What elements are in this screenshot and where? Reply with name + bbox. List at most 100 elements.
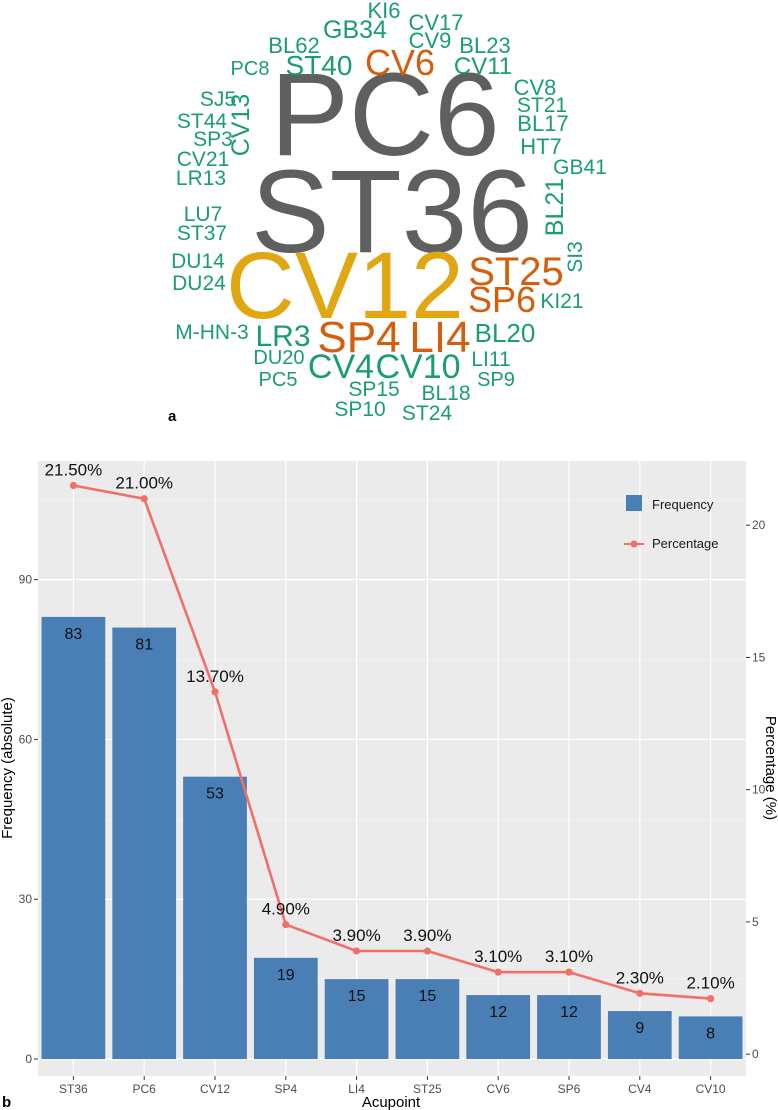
bar-value-label: 12	[560, 1004, 578, 1021]
word-bl17: BL17	[517, 111, 568, 136]
bar-sp4	[253, 957, 318, 1060]
y-tick-label: 0	[25, 1052, 32, 1066]
x-tick-label: CV10	[696, 1082, 726, 1096]
bars: 83 81 53 19 15 15 12 12 9 8	[41, 616, 743, 1060]
bar-cv12	[183, 776, 247, 1060]
percentage-line: 21.50% 21.00% 13.70% 4.90% 3.90% 3.90% 3.10% 3.…	[45, 461, 735, 1003]
bar-value-label: 12	[489, 1004, 507, 1021]
percentage-polyline	[73, 484, 711, 1000]
percentage-label: 3.90%	[403, 926, 451, 945]
x-tick-label: ST25	[413, 1082, 442, 1096]
word-cv17: CV17	[408, 10, 463, 35]
word-st44: ST44	[177, 110, 228, 133]
x-tick-label: CV4	[628, 1082, 652, 1096]
percentage-label: 3.90%	[332, 926, 380, 945]
word-st24: ST24	[402, 402, 453, 425]
word-lr3: LR3	[255, 320, 310, 353]
word-cv12: CV12	[226, 233, 464, 339]
word-cv10: CV10	[375, 348, 460, 386]
bar-cv6	[466, 995, 531, 1060]
y-tick-label: 30	[19, 892, 33, 906]
axes: 0 30 60 90 0 5 10 15 20 ST36 PC6 CV12 SP4 LI4 ST25 CV6 S…	[19, 518, 766, 1096]
percentage-label: 2.30%	[616, 968, 664, 987]
word-gb34: GB34	[323, 16, 387, 44]
word-cv11: CV11	[454, 53, 512, 80]
word-du20: DU20	[253, 347, 304, 369]
word-bl21: BL21	[541, 178, 569, 236]
percentage-label: 21.50%	[45, 461, 103, 480]
word-pc5: PC5	[259, 369, 298, 391]
word-cv9: CV9	[409, 28, 452, 53]
bar-value-label: 83	[65, 626, 83, 643]
word-ki6: KI6	[367, 0, 400, 23]
percentage-label: 3.10%	[545, 947, 593, 966]
percentage-point	[140, 495, 148, 503]
percentage-point	[69, 481, 77, 490]
word-ki21: KI21	[540, 290, 583, 313]
word-cv21: CV21	[177, 148, 230, 171]
legend-frequency-label: Frequency	[652, 497, 714, 512]
word-sj5: SJ5	[200, 88, 236, 111]
word-bl20: BL20	[475, 318, 536, 348]
frequency-percentage-chart: 83 81 53 19 15 15 12 12 9 8 21.50% 21.00% 13.70% 4.9…	[0, 461, 778, 1110]
bar-pc6	[112, 627, 177, 1060]
bar-li4	[324, 979, 389, 1060]
bar-cv4	[607, 1011, 672, 1060]
percentage-point	[494, 968, 502, 976]
bar-value-label: 53	[206, 786, 224, 803]
word-du24: DU24	[172, 272, 226, 295]
percentage-point	[707, 994, 715, 1003]
word-sp3: SP3	[193, 128, 233, 151]
percentage-point	[211, 688, 219, 696]
word-bl62: BL62	[268, 33, 319, 58]
x-tick-label: SP4	[274, 1082, 297, 1096]
y-axis-title: Frequency (absolute)	[0, 697, 16, 839]
word-li11: LI11	[471, 348, 510, 371]
bar-value-label: 9	[635, 1020, 644, 1037]
y2-tick-label: 5	[752, 915, 759, 929]
y2-tick-label: 20	[752, 518, 766, 532]
word-cv4: CV4	[308, 348, 374, 386]
word-bl23: BL23	[459, 33, 510, 58]
word-sp6: SP6	[468, 279, 536, 320]
word-lu7: LU7	[184, 203, 223, 226]
y2-tick-label: 10	[752, 783, 766, 797]
x-tick-label: LI4	[348, 1082, 365, 1096]
percentage-point	[353, 947, 361, 955]
legend-percentage-label: Percentage	[652, 536, 719, 551]
word-li4: LI4	[409, 313, 470, 362]
word-gb41: GB41	[553, 156, 607, 179]
word-sp15: SP15	[348, 378, 399, 401]
word-sp9: SP9	[477, 369, 515, 391]
word-st36: ST36	[251, 146, 533, 278]
legend-frequency-key	[626, 495, 642, 511]
word-st40: ST40	[286, 50, 353, 81]
legend-percentage-marker	[630, 540, 638, 548]
word-ht7: HT7	[520, 134, 562, 159]
x-tick-label: PC6	[133, 1082, 157, 1096]
word-st37: ST37	[177, 222, 227, 245]
bar-cv10	[678, 1016, 743, 1060]
bar-sp6	[537, 995, 601, 1060]
percentage-point	[423, 947, 431, 955]
x-tick-label: SP6	[558, 1082, 581, 1096]
word-bl18: BL18	[421, 382, 470, 405]
word-m-hn-3: M-HN-3	[175, 321, 249, 344]
bar-value-label: 81	[135, 637, 153, 654]
percentage-label: 21.00%	[115, 474, 173, 493]
word-pc8: PC8	[231, 58, 270, 80]
bar-value-label: 19	[277, 967, 295, 984]
word-sp10: SP10	[334, 398, 385, 421]
word-cv8: CV8	[514, 75, 557, 100]
percentage-point	[636, 989, 644, 997]
bar-value-label: 15	[419, 988, 437, 1005]
x-tick-label: ST36	[59, 1082, 88, 1096]
y-tick-label: 90	[19, 573, 33, 587]
word-lr13: LR13	[176, 167, 226, 190]
legend: Frequency Percentage	[624, 495, 719, 551]
word-si3: SI3	[564, 241, 587, 273]
word-du14: DU14	[171, 250, 225, 273]
word-sp4: SP4	[317, 313, 400, 362]
word-pc6: PC6	[270, 49, 500, 181]
